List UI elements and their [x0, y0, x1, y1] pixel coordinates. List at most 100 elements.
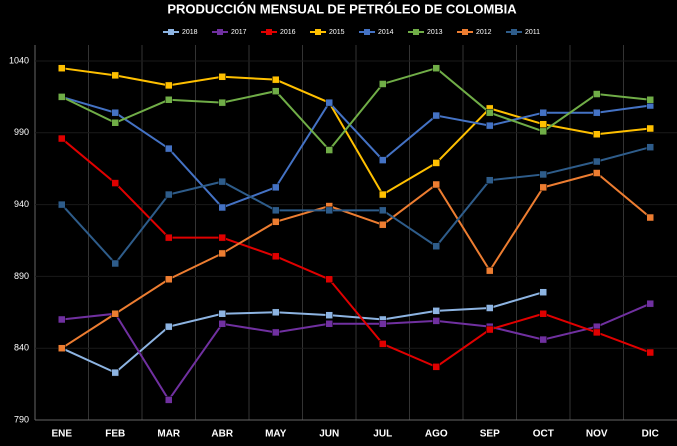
series-marker — [165, 96, 173, 104]
legend-label: 2016 — [280, 29, 296, 36]
series-marker — [58, 344, 66, 352]
series-marker — [539, 288, 547, 296]
series-marker — [165, 233, 173, 242]
series-marker — [272, 183, 280, 192]
legend-label: 2018 — [182, 29, 198, 36]
x-tick-label: ABR — [211, 429, 233, 440]
series-marker — [486, 176, 494, 184]
series-marker — [646, 143, 654, 151]
y-tick-label: 940 — [14, 199, 29, 209]
series-marker — [486, 325, 494, 334]
series-line — [61, 137, 651, 369]
x-tick-label: DIC — [642, 429, 659, 440]
series-marker — [272, 328, 280, 337]
series-line — [61, 171, 651, 350]
x-tick-label: AGO — [425, 429, 448, 440]
series-marker — [432, 307, 440, 315]
series-marker — [111, 108, 119, 117]
series-marker — [593, 169, 601, 177]
x-tick-label: NOV — [586, 429, 608, 440]
legend-label: 2014 — [378, 29, 394, 36]
x-tick-label: MAR — [157, 429, 181, 440]
series-marker — [218, 249, 226, 258]
legend-marker — [168, 29, 174, 35]
series-marker — [218, 320, 226, 328]
legend-marker — [364, 29, 370, 35]
legend-label: 2012 — [476, 29, 492, 36]
legend-marker — [462, 29, 468, 35]
series-marker — [646, 124, 654, 133]
series-marker — [165, 396, 173, 404]
series-marker — [486, 121, 494, 130]
legend-label: 2011 — [525, 29, 540, 36]
legend-marker — [315, 29, 321, 35]
series-marker — [218, 177, 226, 186]
series-marker — [325, 311, 333, 319]
series-marker — [432, 111, 440, 120]
series-marker — [432, 64, 440, 72]
series-marker — [111, 259, 119, 268]
series-marker — [646, 348, 654, 357]
x-tick-label: OCT — [533, 429, 554, 440]
series-line — [61, 291, 544, 374]
x-tick-label: MAY — [265, 429, 287, 440]
series-marker — [58, 315, 66, 324]
series-marker — [379, 156, 387, 164]
series-marker — [486, 304, 494, 312]
series-marker — [272, 218, 280, 226]
series-marker — [539, 309, 547, 318]
series-marker — [432, 180, 440, 189]
series-marker — [218, 309, 226, 318]
series-marker — [325, 206, 333, 215]
series-marker — [325, 320, 333, 328]
series-marker — [646, 213, 654, 222]
y-tick-label: 840 — [14, 343, 29, 353]
series-marker — [165, 322, 173, 331]
series-line — [61, 146, 651, 266]
x-tick-label: ENE — [51, 429, 72, 440]
series-marker — [58, 64, 66, 72]
series-marker — [272, 75, 280, 84]
legend-marker — [413, 29, 419, 35]
series-marker — [486, 266, 494, 275]
y-tick-label: 990 — [14, 127, 29, 137]
series-marker — [218, 98, 226, 107]
series-line — [61, 302, 651, 402]
series-marker — [272, 308, 280, 317]
series-marker — [539, 127, 547, 136]
chart-title: PRODUCCIÓN MENSUAL DE PETRÓLEO DE COLOMB… — [167, 1, 517, 16]
series-marker — [58, 200, 66, 209]
series-marker — [272, 252, 280, 261]
series-marker — [432, 363, 440, 371]
series-marker — [539, 335, 547, 344]
legend-marker — [511, 29, 517, 35]
series-marker — [325, 98, 333, 107]
series-marker — [218, 73, 226, 81]
legend-marker — [217, 29, 223, 35]
series-line — [61, 67, 651, 152]
series-marker — [539, 120, 547, 128]
series-marker — [111, 368, 119, 377]
x-tick-label: JUN — [319, 429, 339, 440]
series-marker — [379, 340, 387, 348]
legend-label: 2015 — [329, 29, 345, 36]
x-tick-label: SEP — [480, 429, 500, 440]
y-tick-label: 790 — [14, 414, 29, 424]
series-marker — [325, 146, 333, 154]
series-marker — [539, 183, 547, 192]
series-marker — [165, 144, 173, 153]
series-marker — [325, 275, 333, 284]
series-marker — [111, 179, 119, 187]
series-marker — [165, 275, 173, 284]
series-marker — [111, 118, 119, 127]
series-marker — [432, 159, 440, 167]
series-marker — [272, 87, 280, 95]
series-marker — [218, 233, 226, 242]
y-tick-label: 1040 — [9, 55, 29, 65]
series-marker — [539, 108, 547, 117]
series-marker — [379, 320, 387, 328]
y-tick-label: 890 — [14, 271, 29, 281]
series-marker — [379, 190, 387, 199]
